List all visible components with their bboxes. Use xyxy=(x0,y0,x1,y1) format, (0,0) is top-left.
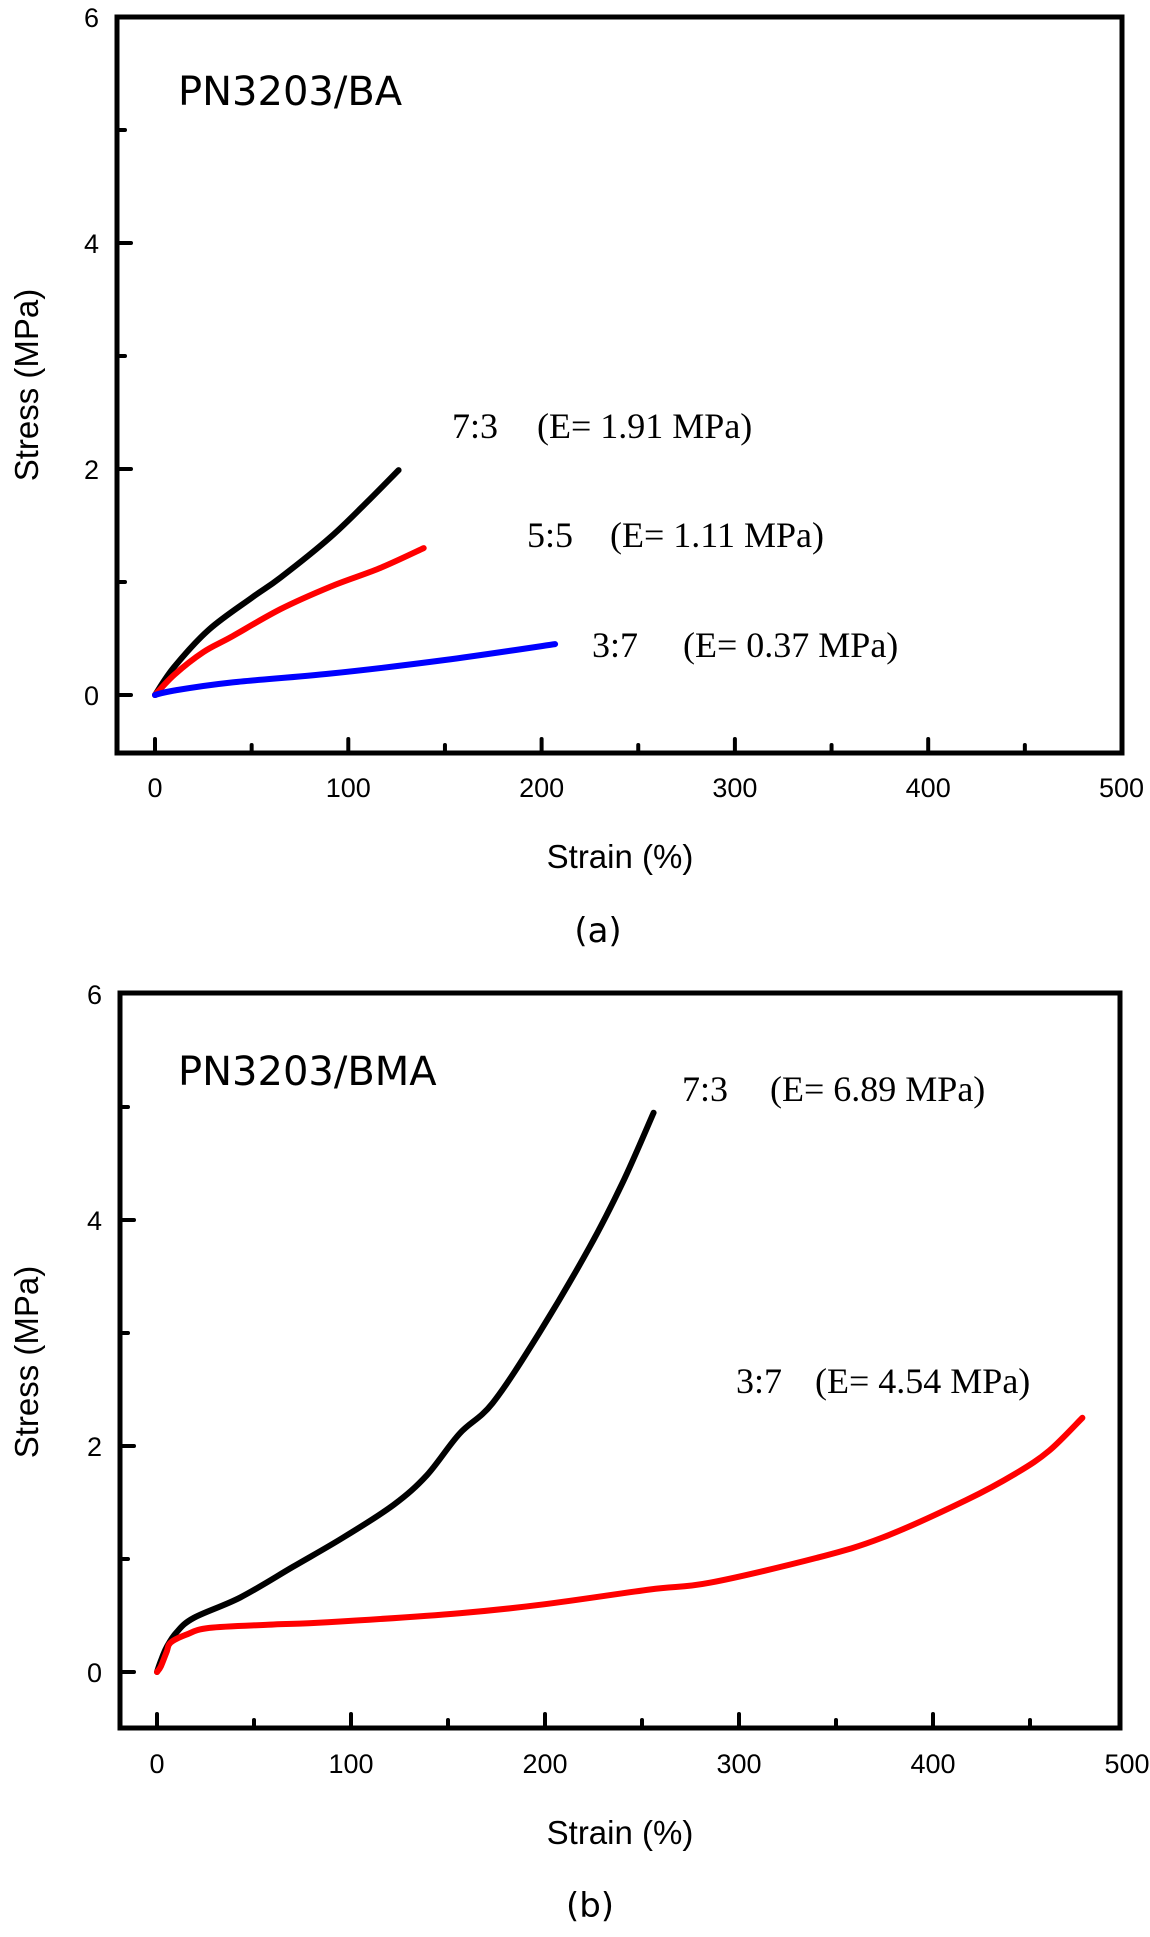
y-axis-title: Stress (MPa) xyxy=(8,289,45,482)
plot-frame xyxy=(114,14,1125,756)
y-tick-label: 4 xyxy=(84,229,99,259)
x-axis-title: Strain (%) xyxy=(547,1814,694,1851)
axis-ticks: 0 100 200 300 400 500 0 2 4 6 xyxy=(84,3,1144,803)
x-tick-label: 400 xyxy=(910,1749,955,1779)
panel-caption: (b) xyxy=(566,1886,614,1926)
panel-title: PN3203/BMA xyxy=(178,1049,437,1095)
x-tick-label: 100 xyxy=(328,1749,373,1779)
y-axis-title: Stress (MPa) xyxy=(8,1266,45,1459)
axis-ticks: 0 100 200 300 400 500 0 2 4 6 xyxy=(87,980,1150,1779)
x-tick-label: 100 xyxy=(326,773,371,803)
modulus-label-3-7: (E= 4.54 MPa) xyxy=(815,1361,1030,1401)
y-tick-label: 6 xyxy=(84,3,99,33)
x-tick-label: 200 xyxy=(522,1749,567,1779)
series-line-3-7 xyxy=(154,1414,1086,1675)
y-tick-label: 0 xyxy=(87,1658,102,1688)
x-tick-label: 300 xyxy=(712,773,757,803)
curves xyxy=(154,1109,1086,1675)
series-label-7-3: 7:3 xyxy=(682,1069,728,1109)
x-tick-label: 500 xyxy=(1104,1749,1149,1779)
y-tick-label: 2 xyxy=(84,455,99,485)
modulus-label-5-5: (E= 1.11 MPa) xyxy=(610,515,824,555)
series-line-3-7 xyxy=(152,641,559,698)
x-tick-label: 500 xyxy=(1099,773,1144,803)
curves xyxy=(152,467,559,698)
modulus-label-7-3: (E= 1.91 MPa) xyxy=(537,406,752,446)
series-label-3-7: 3:7 xyxy=(592,625,638,665)
modulus-label-3-7: (E= 0.37 MPa) xyxy=(683,625,898,665)
panel-title: PN3203/BA xyxy=(178,69,403,115)
series-line-7-3 xyxy=(152,467,402,698)
y-tick-label: 2 xyxy=(87,1432,102,1462)
panel-caption: (a) xyxy=(574,911,621,951)
series-label-5-5: 5:5 xyxy=(527,515,573,555)
y-tick-label: 4 xyxy=(87,1206,102,1236)
panel-a: 0 100 200 300 400 500 0 2 4 6 PN3203/BA Strain (%… xyxy=(8,3,1144,951)
x-tick-label: 400 xyxy=(906,773,951,803)
x-tick-label: 0 xyxy=(147,773,162,803)
series-line-7-3 xyxy=(154,1109,657,1675)
x-tick-label: 0 xyxy=(149,1749,164,1779)
x-tick-label: 200 xyxy=(519,773,564,803)
modulus-label-7-3: (E= 6.89 MPa) xyxy=(770,1069,985,1109)
series-label-3-7: 3:7 xyxy=(736,1361,782,1401)
series-line-5-5 xyxy=(152,545,427,698)
x-tick-label: 300 xyxy=(716,1749,761,1779)
y-tick-label: 6 xyxy=(87,980,102,1010)
x-axis-title: Strain (%) xyxy=(547,838,694,875)
y-tick-label: 0 xyxy=(84,681,99,711)
series-label-7-3: 7:3 xyxy=(452,406,498,446)
plot-frame xyxy=(117,990,1123,1731)
panel-b: 0 100 200 300 400 500 0 2 4 6 PN3203/BMA Strain (… xyxy=(8,980,1150,1926)
